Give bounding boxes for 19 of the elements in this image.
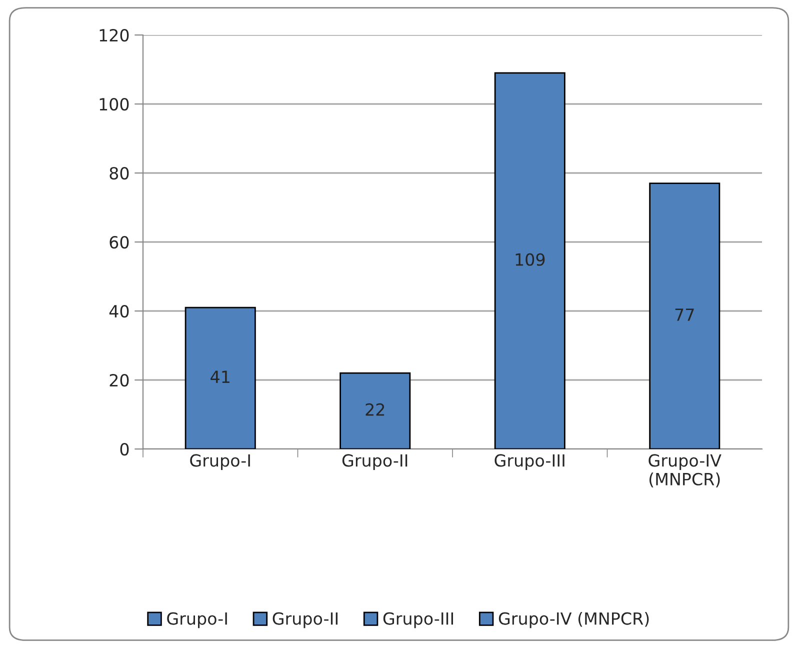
- x-tick-label: Grupo-III: [494, 454, 564, 470]
- data-label: 41: [210, 370, 230, 383]
- x-tick-label: Grupo-I: [190, 454, 250, 470]
- data-label: 77: [675, 308, 694, 321]
- y-tick-label: 0: [120, 442, 129, 456]
- legend-label: Grupo-II: [272, 612, 338, 628]
- y-tick-label: 60: [110, 236, 129, 249]
- x-tick-label: Grupo-IV (MNPCR): [648, 454, 722, 488]
- y-tick-label: 40: [109, 304, 129, 318]
- legend-label: Grupo-I: [167, 612, 227, 628]
- y-tick-label: 100: [100, 98, 129, 111]
- y-tick-label: 120: [100, 28, 129, 42]
- y-tick-label: 80: [110, 166, 129, 180]
- legend-label: Grupo-III: [383, 612, 454, 628]
- y-tick-label: 20: [110, 374, 129, 387]
- data-label: 109: [516, 253, 545, 266]
- data-label: 22: [366, 403, 384, 416]
- legend-label: Grupo-IV (MNPCR): [498, 612, 649, 628]
- x-tick-label: Grupo-II: [342, 454, 408, 470]
